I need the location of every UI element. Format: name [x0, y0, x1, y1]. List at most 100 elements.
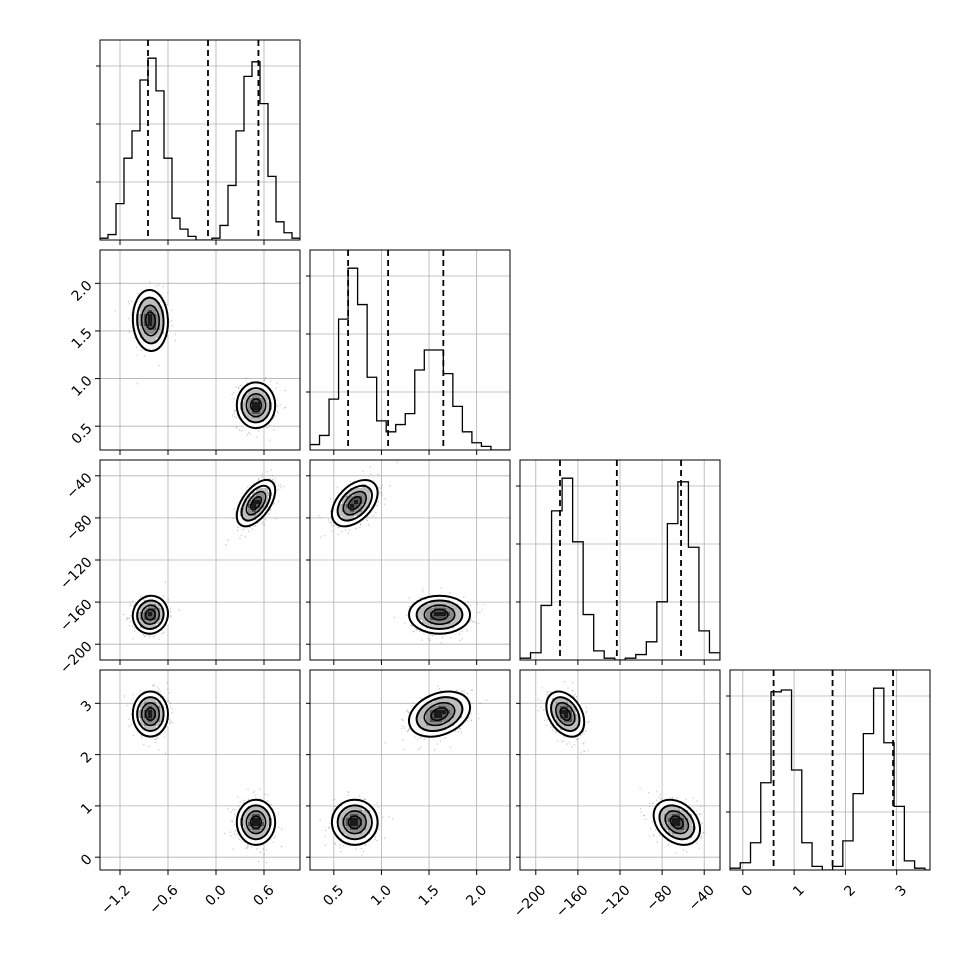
contour-line	[144, 608, 156, 621]
density-cell	[450, 726, 455, 731]
density-cell	[556, 714, 561, 719]
density-cell	[462, 698, 467, 703]
density-cell	[140, 604, 145, 609]
density-cell	[688, 838, 693, 843]
density-cell	[156, 710, 161, 715]
density-cell	[256, 834, 261, 839]
density-cell	[430, 718, 435, 723]
density-cell	[268, 480, 273, 485]
density-cell	[442, 612, 447, 617]
density-cell	[696, 822, 701, 827]
density-cell	[240, 414, 245, 419]
density-cell	[260, 838, 265, 843]
density-cell	[358, 814, 363, 819]
density-cell	[152, 600, 157, 605]
density-cell	[354, 834, 359, 839]
density-cell	[366, 492, 371, 497]
y-tick-label: −120	[57, 554, 96, 593]
density-cell	[362, 512, 367, 517]
density-cell	[350, 810, 355, 815]
density-cell	[660, 802, 665, 807]
contour-line	[408, 594, 471, 635]
contour-line	[658, 804, 696, 841]
density-cell	[362, 818, 367, 823]
density-cell	[430, 596, 435, 601]
density-cell	[248, 422, 253, 427]
density-cell	[160, 612, 165, 617]
contour-line	[136, 696, 165, 733]
contour-line	[347, 815, 362, 830]
density-cell	[144, 342, 149, 347]
x-tick-label: 2	[841, 882, 859, 900]
density-cell	[426, 698, 431, 703]
density-cell	[144, 326, 149, 331]
density-cell	[422, 730, 427, 735]
density-cell	[672, 806, 677, 811]
density-cell	[152, 694, 157, 699]
contour-line	[342, 810, 367, 835]
density-cell	[450, 694, 455, 699]
density-cell	[458, 710, 463, 715]
density-cell	[692, 814, 697, 819]
density-cell	[422, 706, 427, 711]
density-cell	[564, 722, 569, 727]
histogram-step	[730, 687, 930, 870]
density-cell	[438, 628, 443, 633]
density-cell	[164, 718, 169, 723]
x-tick-label: −80	[644, 882, 676, 914]
density-cell	[466, 612, 471, 617]
density-cell	[244, 398, 249, 403]
density-cell	[140, 694, 145, 699]
density-cell	[430, 620, 435, 625]
density-cell	[248, 386, 253, 391]
density-cell	[338, 512, 343, 517]
density-cell	[346, 834, 351, 839]
density-cell	[152, 294, 157, 299]
panel-frame	[99, 669, 301, 871]
panel-content	[100, 460, 300, 660]
density-cell	[256, 406, 261, 411]
density-cell	[458, 616, 463, 621]
panel-content	[310, 250, 510, 450]
contour-line	[555, 702, 576, 727]
density-cell	[264, 398, 269, 403]
density-cell	[346, 516, 351, 521]
density-cell	[152, 302, 157, 307]
density-cell	[560, 714, 565, 719]
density-cell	[256, 838, 261, 843]
density-cell	[454, 722, 459, 727]
density-cell	[264, 480, 269, 485]
contour-line	[347, 496, 362, 511]
density-cell	[140, 330, 145, 335]
density-cell	[260, 806, 265, 811]
density-cell	[236, 402, 241, 407]
density-cell	[350, 504, 355, 509]
density-cell	[140, 730, 145, 735]
density-cell	[140, 302, 145, 307]
density-cell	[446, 608, 451, 613]
density-cell	[252, 382, 257, 387]
density-cell	[354, 838, 359, 843]
density-cell	[152, 330, 157, 335]
density-cell	[458, 718, 463, 723]
density-cell	[248, 410, 253, 415]
density-cell	[442, 624, 447, 629]
panel-2-1	[306, 459, 511, 665]
panel-content	[100, 250, 300, 450]
density-cell	[338, 806, 343, 811]
density-cell	[342, 516, 347, 521]
density-cell	[144, 718, 149, 723]
y-tick-label: −200	[57, 639, 96, 678]
density-cell	[370, 810, 375, 815]
contour-line	[235, 381, 277, 430]
density-cell	[148, 726, 153, 731]
density-cell	[362, 830, 367, 835]
panel-content	[730, 670, 930, 870]
contour-line	[136, 296, 165, 345]
density-cell	[248, 406, 253, 411]
density-cell	[362, 496, 367, 501]
density-cell	[454, 600, 459, 605]
density-cell	[422, 710, 427, 715]
density-cell	[156, 620, 161, 625]
density-cell	[342, 802, 347, 807]
